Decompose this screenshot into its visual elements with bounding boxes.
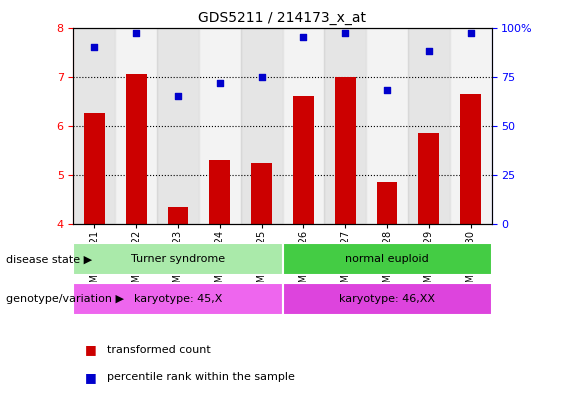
Bar xyxy=(282,28,324,224)
Point xyxy=(424,48,433,54)
Bar xyxy=(418,133,440,224)
Bar xyxy=(282,283,492,314)
Point xyxy=(299,34,308,40)
Point xyxy=(215,79,224,86)
Bar xyxy=(73,28,115,224)
Bar xyxy=(73,283,282,314)
Text: transformed count: transformed count xyxy=(107,345,211,355)
Bar xyxy=(209,160,231,224)
Bar xyxy=(115,28,157,224)
Bar xyxy=(157,28,199,224)
Point xyxy=(257,73,266,80)
Point xyxy=(173,93,182,99)
Text: karyotype: 46,XX: karyotype: 46,XX xyxy=(339,294,435,304)
Point xyxy=(90,44,99,50)
Bar xyxy=(282,243,492,275)
Bar xyxy=(334,77,356,224)
Bar xyxy=(251,163,272,224)
Title: GDS5211 / 214173_x_at: GDS5211 / 214173_x_at xyxy=(198,11,367,25)
Bar xyxy=(167,207,189,224)
Text: percentile rank within the sample: percentile rank within the sample xyxy=(107,372,295,382)
Bar xyxy=(377,182,398,224)
Bar xyxy=(324,28,366,224)
Bar xyxy=(293,96,314,224)
Text: ■: ■ xyxy=(85,371,97,384)
Text: normal euploid: normal euploid xyxy=(345,254,429,264)
Point xyxy=(341,30,350,37)
Bar xyxy=(84,114,105,224)
Text: karyotype: 45,X: karyotype: 45,X xyxy=(134,294,222,304)
Point xyxy=(466,30,475,37)
Bar xyxy=(366,28,408,224)
Bar xyxy=(460,94,481,224)
Bar xyxy=(450,28,492,224)
Bar xyxy=(199,28,241,224)
Point xyxy=(132,30,141,37)
Point xyxy=(383,87,392,94)
Bar xyxy=(125,74,147,224)
Text: disease state ▶: disease state ▶ xyxy=(6,254,92,264)
Bar xyxy=(408,28,450,224)
Text: Turner syndrome: Turner syndrome xyxy=(131,254,225,264)
Bar xyxy=(73,243,282,275)
Text: ■: ■ xyxy=(85,343,97,356)
Text: genotype/variation ▶: genotype/variation ▶ xyxy=(6,294,124,304)
Bar xyxy=(241,28,282,224)
